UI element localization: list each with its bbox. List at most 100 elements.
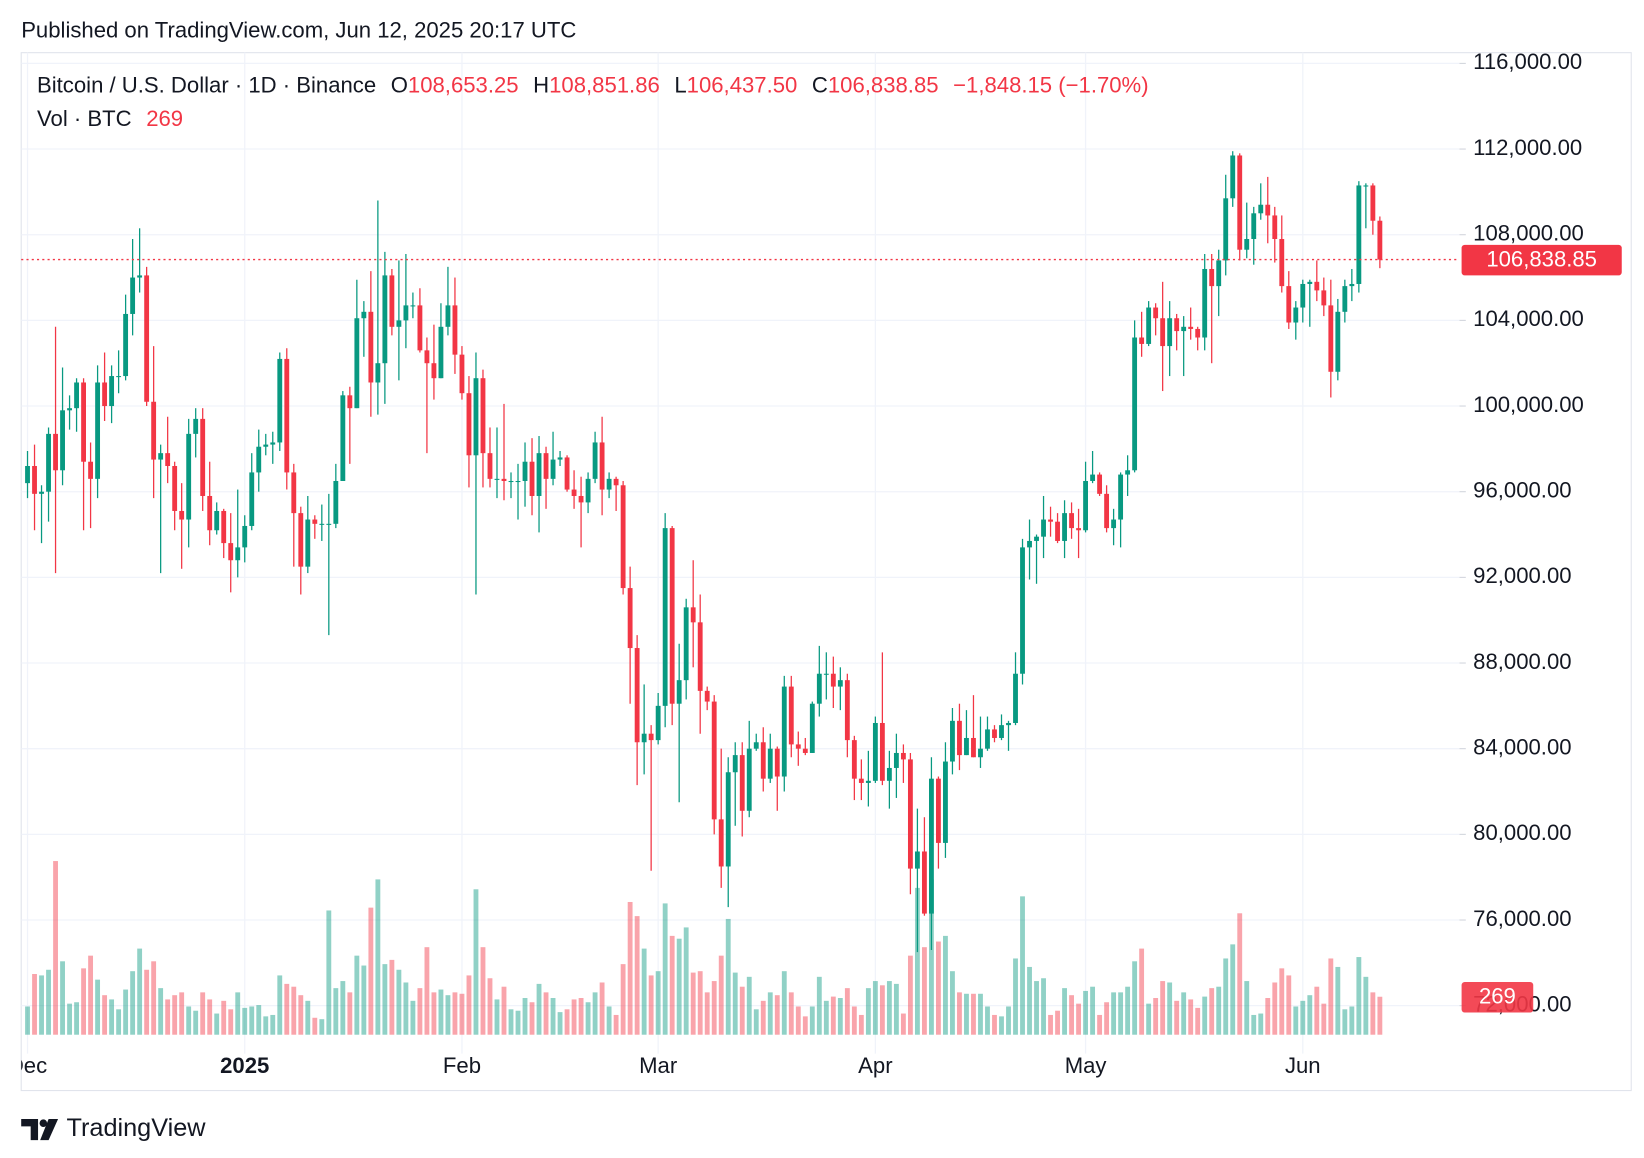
candle-body (529, 461, 535, 496)
legend-change: −1,848.15 (−1.70%) (953, 72, 1148, 97)
volume-bar (151, 961, 157, 1035)
volume-bar (214, 1013, 220, 1035)
candle-body (186, 433, 192, 520)
volume-bar (739, 986, 745, 1035)
candle-body (1118, 474, 1124, 520)
volume-bar (270, 1014, 276, 1035)
volume-bar (1328, 958, 1334, 1035)
volume-bar (130, 971, 136, 1035)
volume-bar (816, 976, 822, 1035)
candle-body (277, 358, 283, 443)
candle-body (1349, 283, 1355, 287)
x-tick-label: Jun (1285, 1053, 1321, 1078)
volume-bar (1279, 968, 1285, 1035)
candle-body (207, 495, 213, 531)
candle-body (200, 418, 206, 496)
legend-key: C (812, 72, 828, 97)
volume-bar (936, 941, 941, 1035)
volume-bar (851, 1006, 857, 1035)
candle-body (298, 513, 304, 567)
candle-body (221, 510, 227, 544)
candle-body (788, 686, 794, 745)
candle-body (739, 755, 745, 811)
candle-body (39, 491, 44, 494)
last-price-tag (1461, 244, 1622, 276)
candle-body (1090, 474, 1096, 481)
volume-bar (992, 1014, 997, 1035)
legend-line: Bitcoin / U.S. Dollar · 1D · Binance O10… (37, 72, 1149, 97)
volume-bar (123, 989, 129, 1035)
volume-bar (508, 1009, 514, 1035)
candle-body (438, 326, 444, 379)
volume-bar (487, 978, 493, 1035)
volume-bar (1293, 1006, 1299, 1035)
candle-body (172, 466, 178, 511)
candle-body (1083, 480, 1089, 531)
candle-body (1076, 528, 1081, 531)
volume-bar (501, 986, 507, 1035)
volume-bar (165, 999, 171, 1035)
candle-body (1027, 540, 1032, 548)
candle-body (1272, 215, 1278, 239)
candle-body (1377, 220, 1383, 260)
volume-bar (1230, 944, 1236, 1035)
x-tick-label: 2025 (220, 1053, 269, 1078)
volume-bar (1181, 992, 1187, 1035)
volume-bar (662, 903, 668, 1035)
chart-frame (20, 52, 1632, 1092)
volume-bar (1286, 975, 1292, 1035)
candle-body (557, 457, 563, 460)
candle-body (746, 748, 752, 811)
brand-logo (21, 1119, 59, 1141)
candle-body (957, 720, 962, 756)
volume-bar (256, 1005, 262, 1035)
volume-bar (571, 999, 577, 1035)
volume-bar (431, 992, 437, 1035)
volume-bar (368, 907, 374, 1035)
y-tick-label: 112,000.00 (1473, 135, 1582, 160)
candle-body (354, 318, 360, 409)
candle-body (389, 275, 395, 327)
candle-body (102, 382, 108, 407)
volume-bar (1202, 996, 1208, 1035)
candle-body (403, 305, 409, 321)
legend-value: 108,851.86 (549, 72, 660, 97)
candle-body (1034, 536, 1039, 541)
volume-bar (312, 1017, 318, 1035)
volume-tag (1461, 981, 1534, 1013)
volume-bar (1062, 988, 1067, 1035)
x-tick-label: Feb (443, 1053, 481, 1078)
volume-bar (200, 992, 206, 1035)
y-tick-label: 88,000.00 (1473, 649, 1571, 674)
volume-bar (1097, 1014, 1103, 1035)
candle-body (1020, 547, 1025, 674)
candle-body (634, 648, 640, 743)
volume-bar (1237, 913, 1243, 1035)
logo-mark (21, 1119, 39, 1141)
volume-bar (277, 975, 283, 1035)
candle-body (1181, 326, 1187, 332)
volume-bar (1153, 998, 1159, 1035)
candle-body (1069, 513, 1074, 529)
candle-body (711, 701, 717, 820)
candle-body (508, 480, 514, 483)
volume-bar (907, 955, 913, 1035)
candle-body (1223, 198, 1229, 261)
volume-bar (445, 995, 451, 1035)
volume-bar (641, 948, 647, 1035)
candle-body (319, 523, 325, 525)
volume-bar (648, 975, 654, 1035)
candle-body (74, 382, 79, 409)
volume-bar (788, 992, 794, 1035)
candle-body (116, 376, 122, 378)
volume-bar (403, 982, 409, 1035)
candle-body (263, 444, 269, 447)
volume-bar (1321, 1003, 1327, 1035)
volume-bar (1013, 958, 1018, 1035)
volume-bar (235, 992, 241, 1035)
candle-body (943, 761, 948, 843)
candle-body (466, 393, 472, 456)
candle-body (725, 772, 731, 867)
candle-body (46, 433, 51, 492)
candle-body (613, 478, 619, 486)
